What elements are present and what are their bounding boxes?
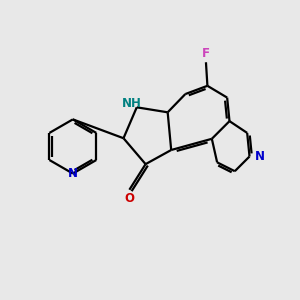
Text: N: N: [255, 150, 265, 163]
Text: NH: NH: [122, 97, 141, 110]
Text: O: O: [124, 192, 134, 205]
Text: N: N: [68, 167, 78, 180]
Text: F: F: [202, 47, 210, 60]
